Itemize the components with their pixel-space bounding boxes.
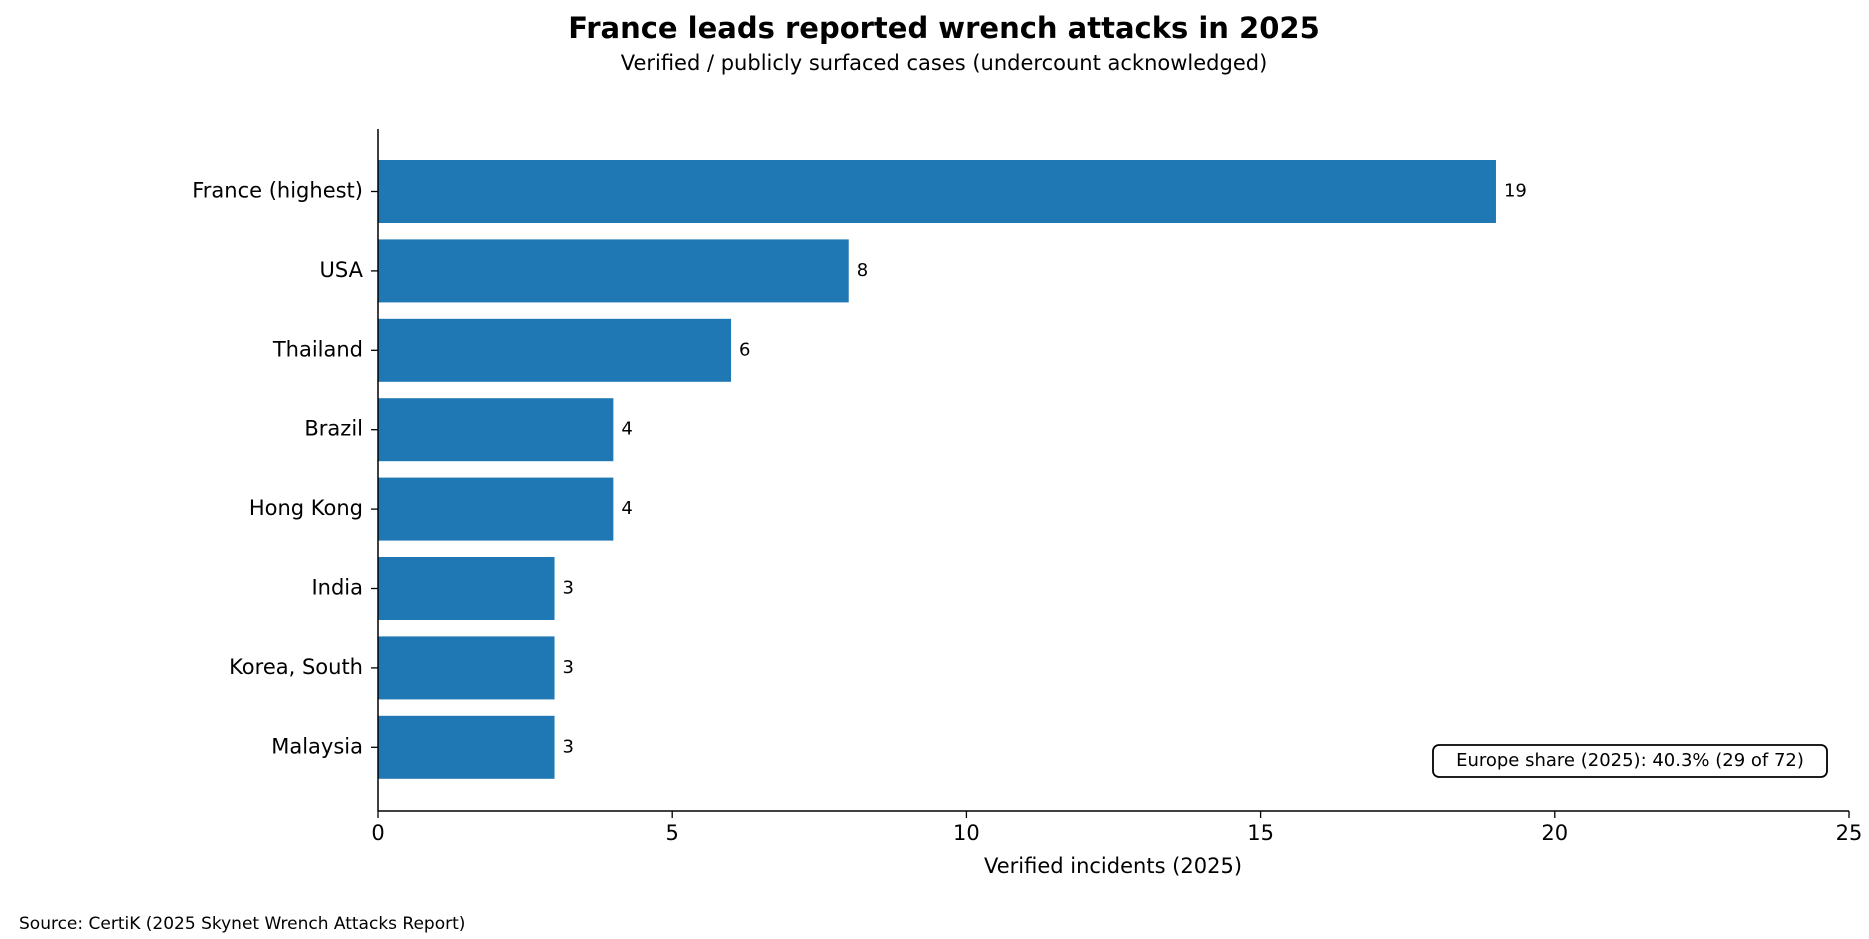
value-label: 3 <box>563 578 574 599</box>
annotation: Europe share (2025): 40.3% (29 of 72) <box>1456 750 1804 771</box>
bar <box>378 398 614 462</box>
bar <box>378 636 555 700</box>
x-tick-label: 25 <box>1836 821 1863 845</box>
value-label: 19 <box>1504 181 1527 202</box>
y-tick-label: India <box>311 576 363 600</box>
y-tick-label: USA <box>320 258 364 282</box>
x-tick-label: 5 <box>666 821 679 845</box>
bar <box>378 318 732 382</box>
y-tick-label: Korea, South <box>229 655 363 679</box>
value-label: 4 <box>621 419 632 440</box>
x-axis-label: Verified incidents (2025) <box>984 854 1242 878</box>
chart-subtitle: Verified / publicly surfaced cases (unde… <box>621 51 1268 75</box>
bar <box>378 715 555 779</box>
y-tick-label: Brazil <box>304 417 363 441</box>
bar <box>378 477 614 541</box>
value-label: 3 <box>563 736 574 757</box>
chart-title: France leads reported wrench attacks in … <box>568 11 1320 45</box>
y-tick-label: France (highest) <box>192 179 363 203</box>
x-tick-label: 0 <box>371 821 384 845</box>
value-label: 6 <box>739 339 750 360</box>
x-tick-label: 15 <box>1247 821 1274 845</box>
y-tick-label: Thailand <box>272 337 363 361</box>
value-label: 8 <box>857 260 868 281</box>
x-tick-label: 20 <box>1541 821 1568 845</box>
y-tick-label: Hong Kong <box>249 496 363 520</box>
bar <box>378 160 1496 223</box>
bar <box>378 557 555 620</box>
source-note: Source: CertiK (2025 Skynet Wrench Attac… <box>19 914 465 934</box>
y-tick-label: Malaysia <box>271 734 363 758</box>
annotation-box <box>1432 744 1828 778</box>
value-label: 4 <box>621 498 632 519</box>
value-label: 3 <box>563 657 574 678</box>
bar <box>378 239 849 303</box>
x-tick-label: 10 <box>953 821 980 845</box>
